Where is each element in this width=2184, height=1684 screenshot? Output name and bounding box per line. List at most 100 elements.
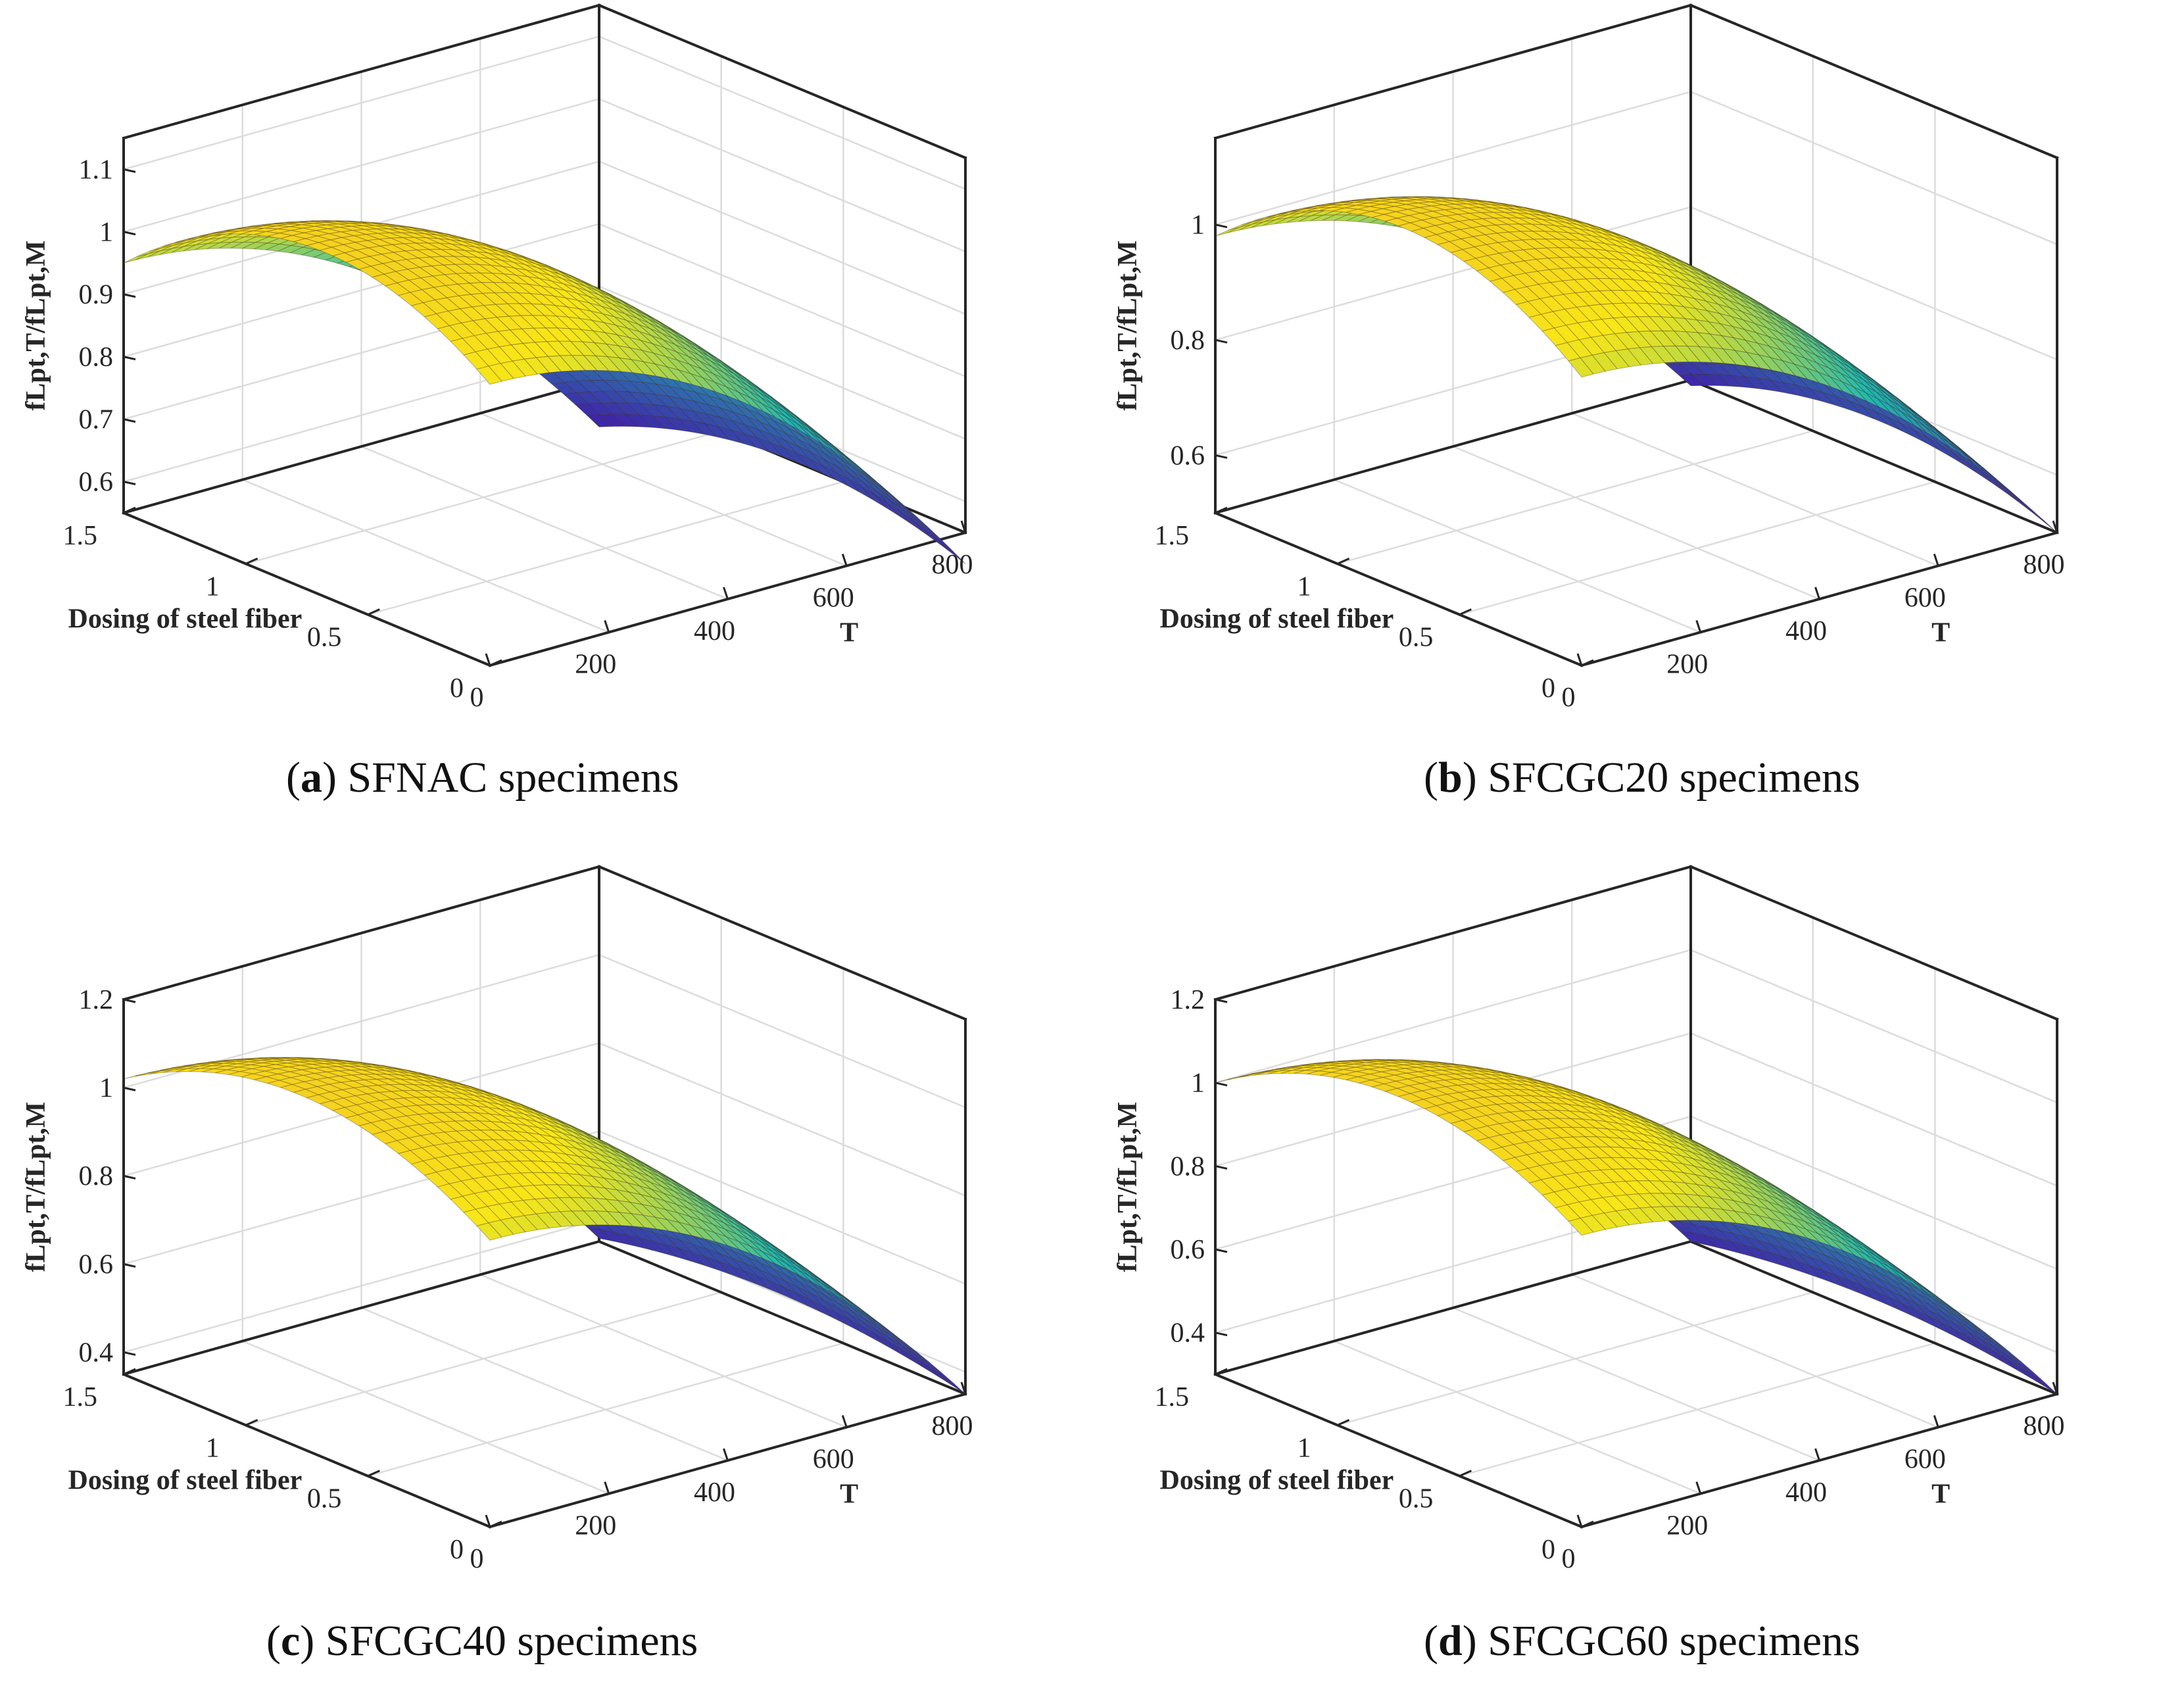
- surface-cell: [612, 414, 639, 427]
- surface-cell: [913, 521, 940, 544]
- grid-line: [361, 1307, 728, 1462]
- y-tick-label: 1: [1298, 1433, 1311, 1463]
- x-tick: [604, 620, 610, 633]
- x-tick: [2052, 1382, 2058, 1395]
- surface-cell: [677, 418, 705, 435]
- z-tick-label: 1.2: [1171, 985, 1205, 1015]
- y-tick-label: 0.5: [307, 1484, 342, 1514]
- x-tick-label: 0: [470, 1544, 484, 1574]
- y-axis-title: Dosing of steel fiber: [68, 1466, 303, 1496]
- grid-line: [242, 479, 610, 633]
- axis-edge: [1689, 1239, 2059, 1396]
- caption-d: (d) SFCGC60 specimens: [1424, 1617, 1860, 1665]
- y-tick: [245, 1418, 258, 1426]
- z-tick: [1215, 1332, 1228, 1337]
- y-tick: [1581, 659, 1594, 667]
- z-tick: [123, 1263, 136, 1268]
- x-tick: [485, 653, 491, 666]
- x-tick: [1576, 1514, 1583, 1528]
- z-tick: [123, 1351, 136, 1356]
- surface-cell: [2031, 1374, 2058, 1395]
- chart-panel-a: 0.6 0.7 0.8 0.9 1 1.1 0 200 400 600 800 0 0.5 1 1.5 fLp…: [0, 0, 1092, 842]
- z-tick: [123, 293, 136, 298]
- grid-line: [1215, 949, 2058, 1103]
- z-tick: [123, 168, 136, 173]
- x-tick-label: 800: [2024, 1411, 2065, 1441]
- surface-cell: [861, 1326, 888, 1347]
- chart-a-axes: [122, 3, 967, 667]
- y-tick: [367, 1470, 380, 1478]
- x-tick: [1576, 653, 1583, 666]
- y-tick-label: 1: [206, 571, 220, 602]
- surface-cell: [809, 458, 835, 480]
- surface-cell: [848, 1319, 875, 1339]
- caption-c-text: SFCGC40 specimens: [325, 1617, 698, 1665]
- caption-b-text: SFCGC20 specimens: [1488, 754, 1860, 802]
- z-tick-label: 0.6: [1171, 1235, 1205, 1265]
- y-tick-label: 0.5: [1399, 623, 1434, 653]
- axis-edge: [1213, 378, 1693, 515]
- grid-line: [123, 36, 966, 190]
- x-tick: [485, 1514, 491, 1528]
- y-tick-label: 1: [1298, 571, 1311, 602]
- grid-line: [123, 865, 966, 1021]
- z-tick-label: 1.2: [79, 985, 114, 1015]
- surface-cell: [809, 1299, 835, 1319]
- z-tick-label: 0.8: [1171, 325, 1205, 356]
- surface-cell: [1743, 1244, 1770, 1263]
- chart-d-surface: [1215, 1059, 2058, 1395]
- grid-line: [1215, 91, 2058, 245]
- y-tick: [1459, 1470, 1472, 1478]
- surface-cell: [1874, 411, 1901, 431]
- axis-edge: [122, 511, 492, 667]
- surface-cell: [1809, 1265, 1835, 1284]
- surface-cell: [1822, 1270, 1849, 1289]
- z-tick-label: 0.8: [1171, 1151, 1205, 1182]
- chart-c-surface: [123, 1057, 966, 1395]
- surface-cell: [1730, 375, 1757, 389]
- chart-panel-d: 0.4 0.6 0.8 1 1.2 0 200 400 600 800 0 0.5 1 1.5 fLpt,T…: [1092, 861, 2184, 1684]
- surface-cell: [652, 415, 679, 431]
- chart-panel-b: 0.6 0.8 1 0 200 400 600 800 0 0.5 1 1.5 fLpt,T/fLpt,…: [1092, 0, 2184, 842]
- surface-cell: [1862, 1285, 1887, 1305]
- surface-cell: [717, 1261, 744, 1280]
- y-tick-label: 1: [206, 1433, 220, 1463]
- caption-b-letter: b: [1438, 754, 1463, 802]
- surface-cell: [1940, 445, 1966, 466]
- axis-edge: [1213, 1372, 1584, 1529]
- grid-line: [361, 445, 728, 600]
- x-tick-label: 200: [1666, 650, 1708, 680]
- chart-b-plot: 0.60.81020040060080000.511.5fLpt,T/fLpt,…: [1113, 3, 2065, 713]
- z-tick: [123, 998, 136, 1003]
- surface-cell: [731, 1265, 757, 1285]
- z-tick: [1215, 1082, 1228, 1087]
- z-tick-label: 0.6: [1171, 441, 1205, 471]
- surface-cell: [1849, 400, 1874, 420]
- x-tick: [723, 1448, 729, 1461]
- surface-cell: [822, 1305, 848, 1326]
- axis-edge: [122, 378, 601, 515]
- z-axis-title: fLpt,T/fLpt,M: [21, 1101, 51, 1272]
- surface-cell: [756, 437, 784, 458]
- x-tick-label: 600: [1905, 1445, 1946, 1475]
- surface-cell: [1953, 1328, 1979, 1349]
- y-tick: [1459, 608, 1472, 616]
- z-tick: [123, 231, 136, 235]
- z-tick-label: 1: [1191, 210, 1205, 241]
- grid-line: [1334, 1340, 1701, 1495]
- z-axis-title: fLpt,T/fLpt,M: [1113, 240, 1143, 410]
- x-tick-label: 0: [1562, 683, 1576, 713]
- surface-cell: [1862, 406, 1887, 425]
- surface-cell: [1769, 1252, 1797, 1271]
- x-tick-label: 400: [694, 1478, 735, 1508]
- surface-cell: [940, 541, 966, 564]
- y-tick: [1215, 1368, 1228, 1376]
- surface-cell: [1678, 374, 1705, 387]
- grid-line: [1453, 1307, 1820, 1462]
- z-tick: [1215, 1165, 1228, 1170]
- caption-a-text: SFNAC specimens: [347, 754, 679, 802]
- surface-cell: [1717, 374, 1744, 388]
